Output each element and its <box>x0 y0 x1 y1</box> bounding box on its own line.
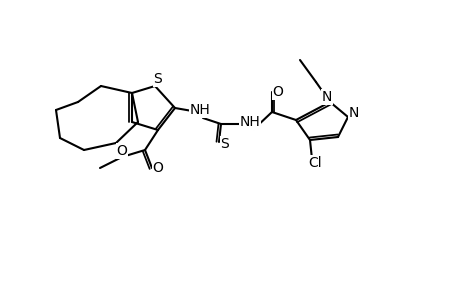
Text: NH: NH <box>239 115 260 129</box>
Text: O: O <box>116 144 127 158</box>
Text: NH: NH <box>189 103 210 117</box>
Text: O: O <box>272 85 283 99</box>
Text: S: S <box>220 137 229 151</box>
Text: O: O <box>152 161 163 175</box>
Text: N: N <box>348 106 358 120</box>
Text: N: N <box>321 90 331 104</box>
Text: S: S <box>153 72 162 86</box>
Text: Cl: Cl <box>308 156 321 170</box>
